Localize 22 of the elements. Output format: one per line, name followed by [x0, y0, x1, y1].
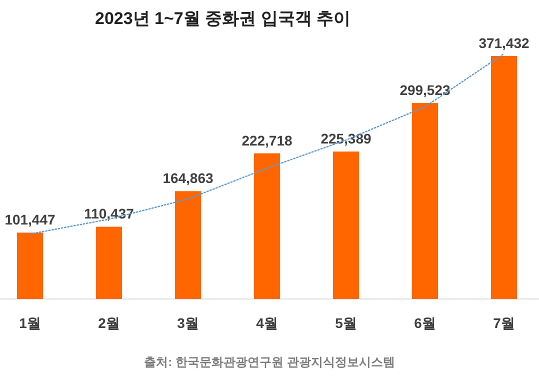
bar: [333, 152, 359, 299]
chart-title: 2023년 1~7월 중화권 입국객 추이: [95, 9, 351, 28]
bar: [175, 191, 201, 299]
data-label: 101,447: [4, 212, 56, 228]
x-tick-label: 6월: [414, 315, 436, 331]
x-tick-label: 5월: [335, 315, 357, 331]
data-label: 371,432: [478, 35, 530, 51]
bar: [412, 103, 438, 299]
x-tick-label: 1월: [19, 315, 41, 331]
bar: [96, 226, 122, 299]
data-label: 164,863: [162, 170, 214, 186]
x-tick-label: 4월: [256, 315, 278, 331]
bar: [254, 153, 280, 299]
source-note: 출처: 한국문화관광연구원 관광지식정보시스템: [144, 355, 395, 369]
bar: [17, 232, 43, 299]
data-label: 299,523: [400, 82, 451, 98]
bar: [491, 56, 517, 299]
x-tick-label: 3월: [177, 315, 199, 331]
x-tick-label: 7월: [493, 315, 515, 331]
x-tick-label: 2월: [98, 315, 120, 331]
data-label: 110,437: [84, 206, 134, 222]
data-label: 222,718: [242, 132, 293, 148]
